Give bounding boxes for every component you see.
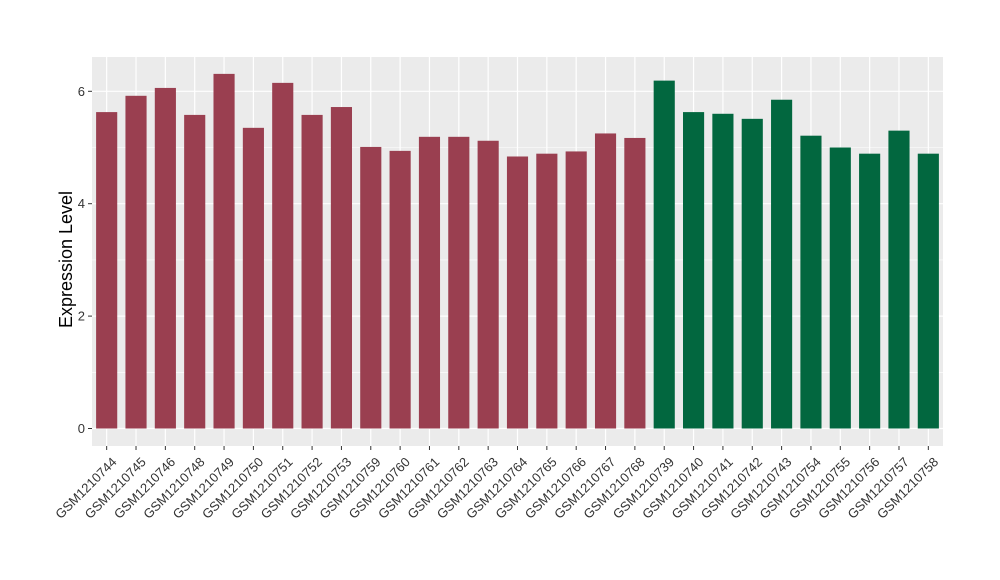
- bar-GSM1210745: [125, 95, 147, 429]
- bar-GSM1210766: [565, 151, 587, 429]
- bar-GSM1210753: [330, 107, 352, 429]
- x-axis: GSM1210744GSM1210745GSM1210746GSM1210748…: [52, 446, 941, 522]
- bar-GSM1210768: [624, 137, 646, 429]
- y-axis: 0 2 4 6: [78, 84, 92, 436]
- bar-GSM1210749: [213, 73, 235, 429]
- bar-GSM1210760: [389, 150, 411, 429]
- bar-GSM1210740: [683, 112, 705, 429]
- y-tick-label: 6: [78, 84, 85, 99]
- y-axis-title: Expression Level: [56, 191, 76, 328]
- bar-GSM1210763: [477, 140, 499, 429]
- bars: [96, 73, 939, 429]
- bar-GSM1210743: [771, 99, 793, 429]
- bar-GSM1210739: [653, 80, 675, 429]
- bar-GSM1210751: [272, 82, 294, 429]
- bar-GSM1210746: [154, 87, 176, 429]
- bar-GSM1210741: [712, 113, 734, 429]
- bar-GSM1210765: [536, 153, 558, 429]
- bar-GSM1210750: [242, 127, 264, 429]
- bar-GSM1210748: [184, 114, 206, 429]
- bar-GSM1210767: [594, 133, 617, 429]
- bar-GSM1210759: [360, 146, 382, 429]
- bar-GSM1210754: [800, 135, 822, 429]
- bar-GSM1210752: [301, 114, 323, 429]
- bar-GSM1210762: [448, 136, 470, 429]
- bar-GSM1210742: [741, 118, 763, 429]
- bar-GSM1210764: [506, 156, 529, 429]
- bar-GSM1210755: [829, 147, 851, 429]
- bar-GSM1210758: [917, 153, 939, 429]
- y-tick-label: 2: [78, 309, 85, 324]
- y-tick-label: 4: [78, 196, 85, 211]
- bar-GSM1210756: [859, 153, 881, 429]
- bar-GSM1210761: [418, 136, 441, 429]
- bar-GSM1210744: [96, 112, 118, 429]
- bar-GSM1210757: [888, 130, 910, 429]
- y-tick-label: 0: [78, 421, 85, 436]
